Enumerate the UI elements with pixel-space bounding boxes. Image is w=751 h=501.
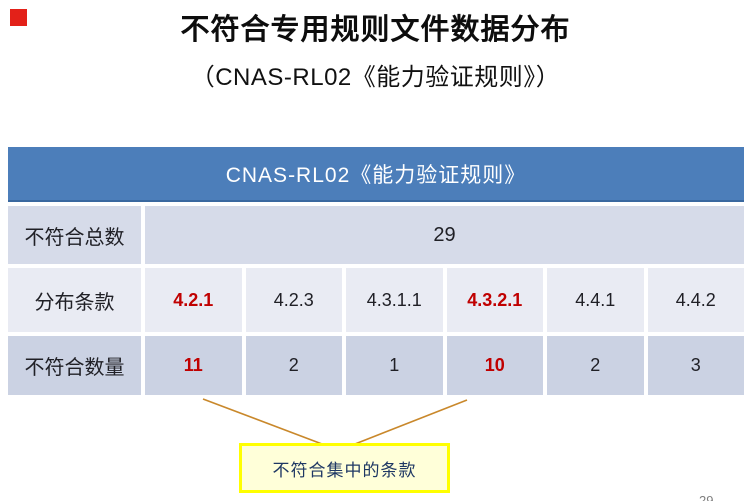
clause-cell: 4.2.1 (145, 268, 242, 332)
count-cell: 3 (647, 336, 744, 395)
slide-title: 不符合专用规则文件数据分布 (180, 14, 571, 46)
table-header: CNAS-RL02《能力验证规则》 (8, 147, 744, 202)
count-cell: 1 (346, 336, 443, 395)
data-table: CNAS-RL02《能力验证规则》 不符合总数 29 分布条款 4.2.1 4.… (8, 147, 744, 395)
clause-cell: 4.4.1 (547, 268, 644, 332)
callout-box: 不符合集中的条款 (239, 443, 450, 493)
connector-line-left (202, 398, 323, 445)
count-cell: 2 (245, 336, 342, 395)
total-value-cell: 29 (145, 206, 744, 264)
row-label-clauses: 分布条款 (8, 268, 141, 332)
clause-cell: 4.3.2.1 (446, 268, 543, 332)
count-cell: 11 (145, 336, 242, 395)
row-label-total: 不符合总数 (8, 206, 141, 264)
count-cell: 2 (547, 336, 644, 395)
clause-cell: 4.3.1.1 (346, 268, 443, 332)
page-number: 29 (699, 493, 714, 501)
clause-cell: 4.2.3 (245, 268, 342, 332)
slide-subtitle: （CNAS-RL02《能力验证规则》） (190, 64, 561, 91)
row-label-counts: 不符合数量 (8, 336, 141, 395)
connector-line-right (354, 399, 468, 445)
red-corner-decoration (10, 9, 27, 26)
count-cell: 10 (446, 336, 543, 395)
clause-cell: 4.4.2 (647, 268, 744, 332)
